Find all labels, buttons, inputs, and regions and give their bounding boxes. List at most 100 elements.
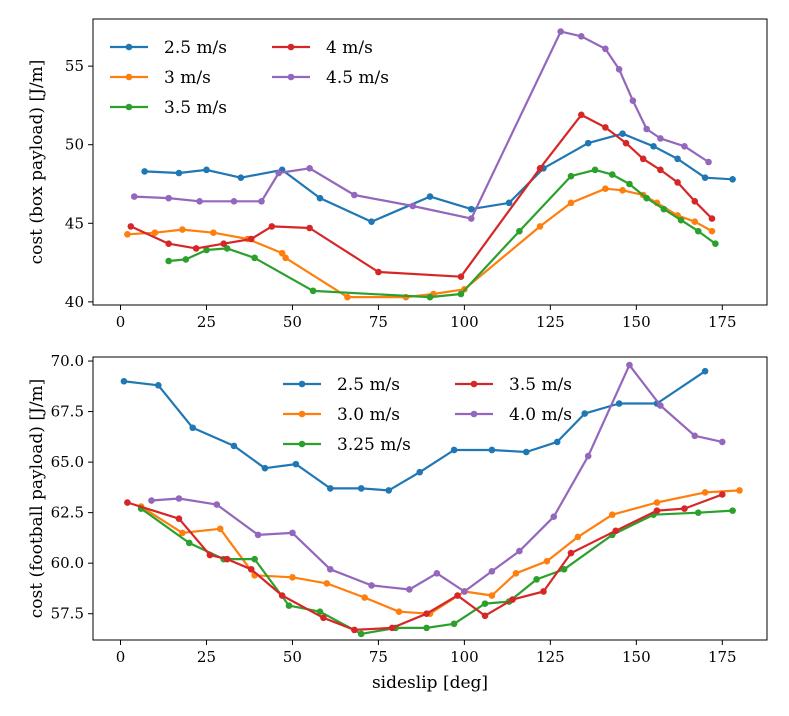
data-point <box>619 186 626 194</box>
data-point <box>179 226 186 233</box>
x-tick-label: 175 <box>708 313 737 331</box>
legend-label: 2.5 m/s <box>164 38 227 58</box>
data-point <box>533 576 540 583</box>
data-point <box>674 155 681 163</box>
x-tick-label: 150 <box>622 313 651 331</box>
series-line <box>127 493 723 632</box>
data-point <box>608 511 616 518</box>
data-point <box>357 630 365 638</box>
legend-swatch-marker <box>298 440 306 448</box>
x-tick-label: 50 <box>283 313 302 331</box>
data-point <box>694 509 702 516</box>
data-point <box>615 65 623 73</box>
data-point <box>175 495 183 502</box>
legend-swatch-marker <box>298 380 306 388</box>
data-point <box>268 223 276 230</box>
data-point <box>622 139 630 147</box>
series-line <box>151 364 723 593</box>
data-point <box>540 588 547 595</box>
data-point <box>368 218 375 226</box>
data-point <box>626 361 633 369</box>
data-point <box>351 626 358 634</box>
data-point <box>718 438 726 446</box>
y-tick-label: 50 <box>65 136 84 154</box>
y-tick-label: 55 <box>65 57 84 75</box>
data-point <box>261 464 269 472</box>
data-point <box>175 169 183 177</box>
data-point <box>643 125 650 133</box>
data-point <box>653 499 661 506</box>
data-point <box>320 614 327 622</box>
data-point <box>230 197 238 205</box>
data-point <box>512 569 520 577</box>
data-point <box>701 489 709 496</box>
data-point <box>385 487 393 494</box>
data-point <box>694 227 702 235</box>
data-point <box>729 507 736 514</box>
data-point <box>148 497 155 504</box>
data-point <box>536 223 544 230</box>
data-point <box>406 586 413 593</box>
legend-swatch-marker <box>125 43 133 51</box>
data-point <box>657 166 664 174</box>
data-point <box>316 194 324 202</box>
data-point <box>708 215 716 222</box>
data-point <box>251 254 258 262</box>
legend-swatch-marker <box>287 73 295 81</box>
legend: 2.5 m/s 3.0 m/s 3.25 m/s 3.5 m/s 4.0 m/s <box>283 375 572 455</box>
data-point <box>578 32 585 40</box>
data-point <box>657 402 664 409</box>
data-point <box>481 612 489 620</box>
y-tick-label: 45 <box>65 214 84 232</box>
data-point <box>230 442 238 450</box>
data-point <box>467 215 475 222</box>
series-line <box>140 489 740 615</box>
series-line <box>123 370 706 492</box>
data-point <box>258 197 265 205</box>
data-point <box>185 539 193 547</box>
data-point <box>574 533 582 541</box>
series-line <box>168 168 717 299</box>
data-point <box>560 565 568 573</box>
data-point <box>326 485 334 492</box>
x-tick-label: 75 <box>369 313 388 331</box>
data-point <box>306 164 313 172</box>
data-point <box>196 197 203 205</box>
y-tick-label: 70.0 <box>51 352 84 370</box>
data-point <box>657 135 664 142</box>
data-point <box>289 574 296 581</box>
data-point <box>708 227 716 235</box>
data-point <box>612 527 619 535</box>
data-point <box>536 164 544 172</box>
y-axis-label: cost (football payload) [J/m] <box>27 379 47 619</box>
data-point <box>619 130 626 138</box>
data-point <box>368 582 375 589</box>
data-point <box>357 485 365 492</box>
chart-1: 0 25 50 75 100 125 150 175 40 45 50 55 2.5 m/s 3 m/s 3… <box>27 18 768 331</box>
series-line <box>140 507 733 636</box>
data-point <box>578 111 585 119</box>
data-point <box>426 193 434 200</box>
legend-label: 4.0 m/s <box>509 405 572 425</box>
legend-swatch-marker <box>470 410 478 418</box>
data-point <box>223 245 231 252</box>
x-tick-label: 175 <box>708 648 737 666</box>
series-4.5-m-s <box>130 28 712 222</box>
data-point <box>433 569 441 577</box>
data-point <box>210 229 217 237</box>
data-point <box>450 446 458 454</box>
data-point <box>681 142 688 150</box>
data-point <box>285 602 293 609</box>
data-point <box>557 28 564 35</box>
data-point <box>712 240 719 248</box>
data-point <box>151 229 159 237</box>
data-point <box>278 592 286 599</box>
x-tick-label: 0 <box>116 648 126 666</box>
data-point <box>608 171 616 178</box>
x-tick-label: 150 <box>622 648 651 666</box>
legend-label: 4.5 m/s <box>326 68 389 88</box>
x-tick-label: 0 <box>116 313 126 331</box>
legend: 2.5 m/s 3 m/s 3.5 m/s 4 m/s 4.5 m/s <box>110 38 389 118</box>
data-point <box>213 501 221 508</box>
